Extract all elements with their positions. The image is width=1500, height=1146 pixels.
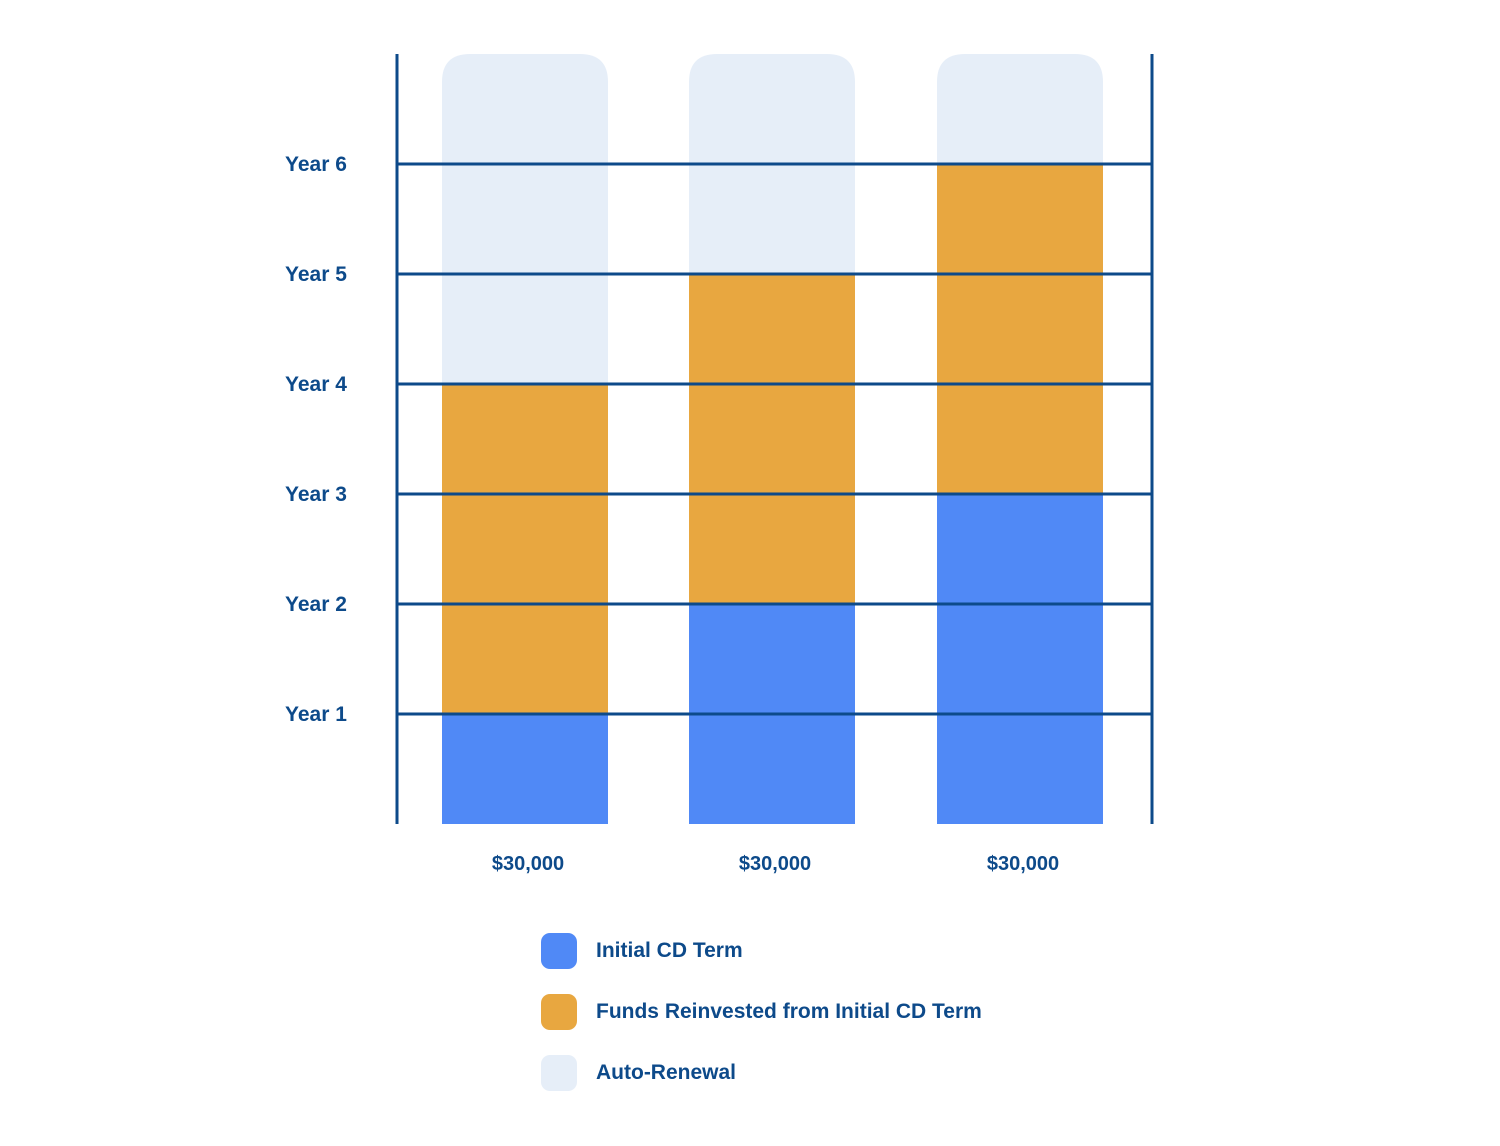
y-tick-label-year-6: Year 6 <box>285 153 347 176</box>
x-axis-labels: $30,000 $30,000 $30,000 <box>492 853 1059 875</box>
y-tick-label-year-5: Year 5 <box>285 263 347 286</box>
legend-label-initial: Initial CD Term <box>596 938 743 962</box>
legend-item-reinvested: Funds Reinvested from Initial CD Term <box>541 993 982 1030</box>
gridlines-layer <box>397 162 1152 716</box>
bar-3-initial <box>937 494 1103 824</box>
bar-1-auto-renewal <box>442 54 608 384</box>
y-tick-label-year-4: Year 4 <box>285 373 347 396</box>
legend-swatch-reinvested <box>541 993 577 1030</box>
legend-item-initial: Initial CD Term <box>541 932 982 969</box>
bar-1-reinvested <box>442 384 608 714</box>
x-tick-label-1: $30,000 <box>492 853 564 875</box>
legend: Initial CD Term Funds Reinvested from In… <box>541 932 982 1115</box>
bar-2-reinvested <box>689 274 855 604</box>
y-tick-label-year-3: Year 3 <box>285 483 347 506</box>
left-axis-line <box>395 54 399 824</box>
legend-item-auto-renewal: Auto-Renewal <box>541 1054 982 1091</box>
bar-3-auto-renewal <box>937 54 1103 164</box>
axes-layer <box>395 54 1154 824</box>
y-tick-label-year-1: Year 1 <box>285 703 347 726</box>
legend-label-auto-renewal: Auto-Renewal <box>596 1060 737 1084</box>
legend-label-reinvested: Funds Reinvested from Initial CD Term <box>596 999 982 1023</box>
bar-3-reinvested <box>937 164 1103 494</box>
x-tick-label-2: $30,000 <box>739 853 811 875</box>
legend-swatch-initial <box>541 932 577 969</box>
x-tick-label-3: $30,000 <box>987 853 1059 875</box>
bar-1-initial <box>442 714 608 824</box>
right-axis-line <box>1150 54 1154 824</box>
bars-layer <box>442 54 1103 824</box>
y-tick-label-year-2: Year 2 <box>285 593 347 616</box>
legend-swatch-auto-renewal <box>541 1054 577 1091</box>
y-axis-labels: Year 1 Year 2 Year 3 Year 4 Year 5 Year 6 <box>285 153 347 726</box>
